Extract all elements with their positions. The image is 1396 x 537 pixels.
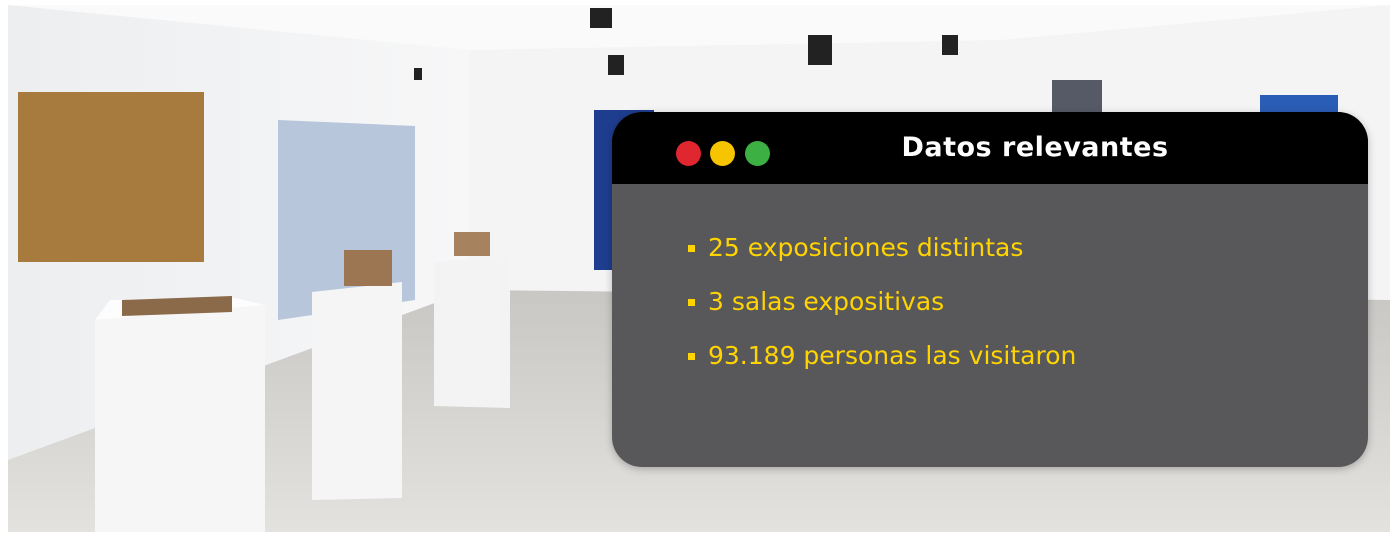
page: Datos relevantes 25 exposiciones distint…	[0, 0, 1396, 537]
info-card: Datos relevantes 25 exposiciones distint…	[612, 112, 1368, 467]
window-dot-yellow	[710, 141, 735, 166]
fact-item: 3 salas expositivas	[686, 280, 1076, 334]
window-dot-red	[676, 141, 701, 166]
fact-item: 25 exposiciones distintas	[686, 226, 1076, 280]
painting	[18, 92, 204, 262]
fact-item: 93.189 personas las visitaron	[686, 334, 1076, 388]
card-title: Datos relevantes	[812, 112, 1368, 184]
card-header: Datos relevantes	[612, 112, 1368, 184]
window-dot-green	[745, 141, 770, 166]
